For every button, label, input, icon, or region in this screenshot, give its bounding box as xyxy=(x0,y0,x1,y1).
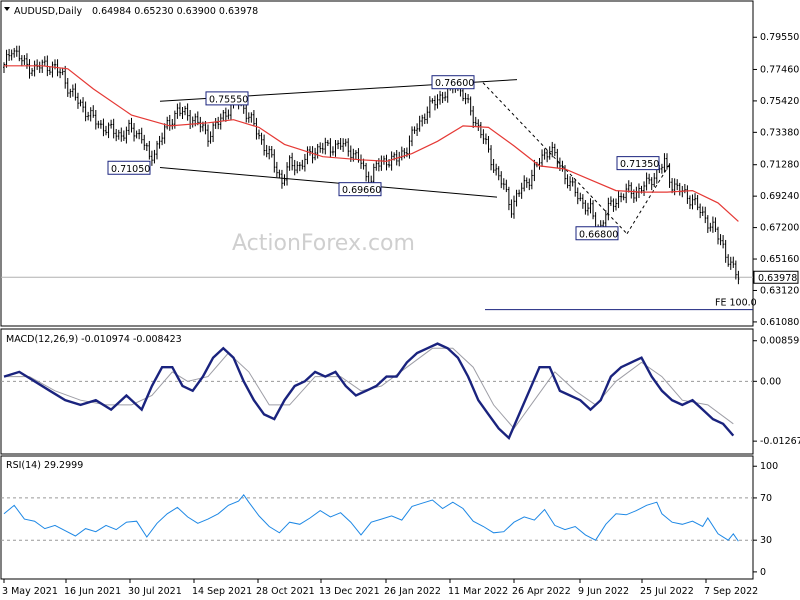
rsi-tick-label: 70 xyxy=(760,493,772,504)
macd-line xyxy=(3,342,735,441)
macd-tick-label: 0.00 xyxy=(760,376,781,387)
rsi-panel-frame xyxy=(0,455,754,580)
price-tick-label: 0.61080 xyxy=(760,317,799,328)
annotation-label: 0.71050 xyxy=(111,164,150,175)
x-tick-label: 26 Apr 2022 xyxy=(512,586,571,597)
lower-trend-line xyxy=(159,166,498,198)
price-tick-label: 0.71280 xyxy=(760,160,799,171)
x-tick-label: 14 Sep 2021 xyxy=(192,586,252,597)
candles xyxy=(3,45,740,285)
projection-line-1 xyxy=(482,82,628,235)
price-tick-label: 0.67200 xyxy=(760,223,799,234)
rsi-tick-label: 0 xyxy=(760,567,766,578)
x-tick-label: 26 Jan 2022 xyxy=(384,586,441,597)
macd-tick-label: 0.008596 xyxy=(760,336,800,347)
price-axis: 0.79550 0.77460 0.75420 0.73380 0.71280 0.692… xyxy=(1,32,799,328)
annotation-label: 0.76600 xyxy=(435,78,474,89)
annotation-label: 0.69660 xyxy=(342,185,381,196)
ohlc-label: 0.64984 0.65230 0.63900 0.63978 xyxy=(92,6,258,17)
price-tick-label: 0.79550 xyxy=(760,32,799,43)
annotation-box xyxy=(616,156,660,171)
price-tick-label: 0.63120 xyxy=(760,285,799,296)
annotation-box xyxy=(338,182,382,197)
x-axis: 3 May 2021 16 Jun 2021 30 Jul 2021 14 Sep 2… xyxy=(2,579,758,597)
annotation-box xyxy=(575,226,619,241)
annotation-labels: 0.75550 0.76600 0.71050 0.69660 0.71350 0.668… xyxy=(107,75,757,309)
symbol-label: AUDUSD,Daily xyxy=(14,6,83,17)
annotation-box xyxy=(431,75,475,90)
macd-tick-label: -0.01267 xyxy=(760,436,800,447)
watermark: ActionForex.com xyxy=(232,231,415,256)
rsi-axis: 100 70 30 0 xyxy=(1,461,778,578)
moving-average-line xyxy=(4,65,739,222)
rsi-tick-label: 100 xyxy=(760,461,778,472)
x-tick-label: 30 Jul 2021 xyxy=(128,586,182,597)
price-tick-label: 0.65160 xyxy=(760,254,799,265)
x-tick-label: 28 Oct 2021 xyxy=(256,586,315,597)
last-price-label: 0.63978 xyxy=(758,273,797,284)
x-tick-label: 13 Dec 2021 xyxy=(319,586,380,597)
annotation-label: 0.66800 xyxy=(579,229,618,240)
macd-axis: 0.008596 0.00 -0.01267 xyxy=(1,336,800,447)
rsi-tick-label: 30 xyxy=(760,535,772,546)
price-tick-label: 0.75420 xyxy=(760,96,799,107)
annotation-box xyxy=(205,91,249,106)
projection-line-2 xyxy=(626,163,671,235)
annotation-label: 0.71350 xyxy=(620,159,659,170)
macd-label: MACD(12,26,9) -0.010974 -0.008423 xyxy=(6,334,182,345)
annotation-box xyxy=(107,160,151,175)
price-tick-label: 0.77460 xyxy=(760,64,799,75)
rsi-label: RSI(14) 29.2999 xyxy=(6,460,83,471)
last-price-box xyxy=(753,270,799,284)
price-tick-label: 0.69240 xyxy=(760,191,799,202)
fe-label: FE 100.0 xyxy=(715,298,757,309)
x-tick-label: 7 Sep 2022 xyxy=(704,586,758,597)
dropdown-arrow-icon[interactable] xyxy=(4,7,10,11)
x-tick-label: 16 Jun 2021 xyxy=(64,586,121,597)
x-tick-label: 25 Jul 2022 xyxy=(640,586,694,597)
annotation-label: 0.75550 xyxy=(209,94,248,105)
x-tick-label: 3 May 2021 xyxy=(2,586,58,597)
x-tick-label: 11 Mar 2022 xyxy=(448,586,508,597)
price-tick-label: 0.73380 xyxy=(760,127,799,138)
rsi-line xyxy=(3,493,739,542)
macd-panel-frame xyxy=(0,328,754,455)
x-tick-label: 9 Jun 2022 xyxy=(578,586,629,597)
